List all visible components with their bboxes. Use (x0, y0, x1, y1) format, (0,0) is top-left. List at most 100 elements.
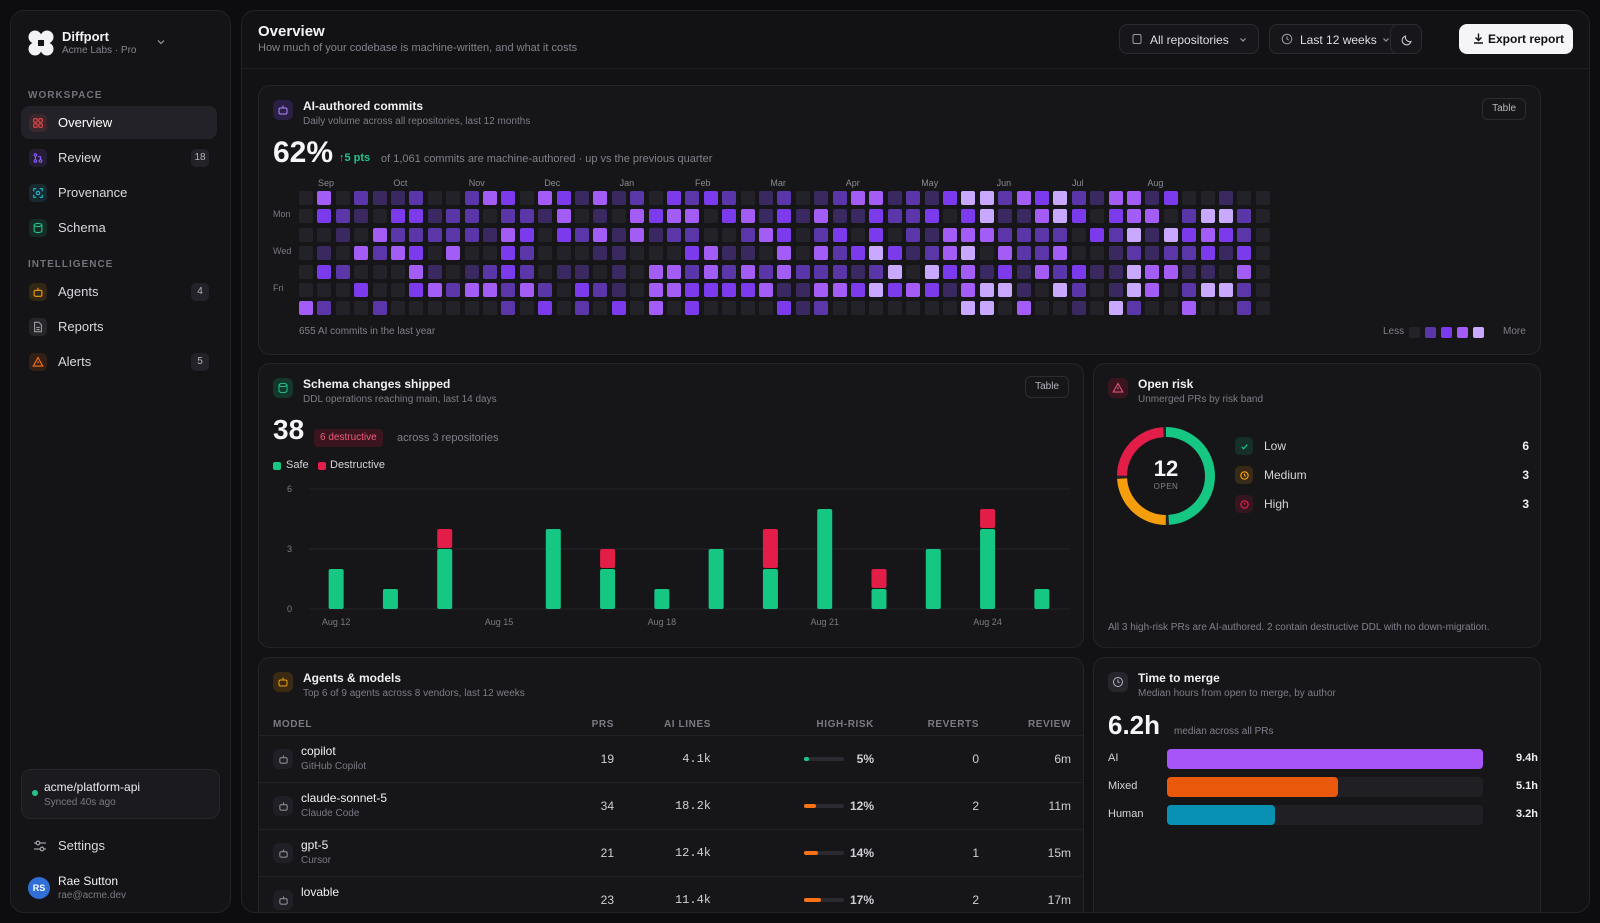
heatmap-cell[interactable] (1163, 227, 1178, 242)
heatmap-cell[interactable] (1053, 246, 1068, 261)
heatmap-cell[interactable] (299, 227, 313, 242)
heatmap-cell[interactable] (1053, 283, 1068, 297)
heatmap-cell[interactable] (961, 209, 976, 224)
heatmap-cell[interactable] (427, 301, 442, 316)
heatmap-cell[interactable] (943, 301, 957, 316)
heatmap-cell[interactable] (979, 264, 994, 279)
heatmap-cell[interactable] (869, 227, 884, 242)
heatmap-cell[interactable] (832, 301, 847, 316)
heatmap-cell[interactable] (1200, 283, 1215, 297)
column-header-review[interactable]: REVIEW (1027, 719, 1071, 730)
heatmap-cell[interactable] (354, 191, 369, 205)
heatmap-cell[interactable] (906, 283, 921, 297)
heatmap-cell[interactable] (409, 264, 424, 279)
heatmap-cell[interactable] (685, 246, 700, 261)
heatmap-cell[interactable] (593, 246, 608, 261)
heatmap-cell[interactable] (1200, 209, 1215, 224)
heatmap-cell[interactable] (391, 191, 405, 205)
heatmap-cell[interactable] (1016, 264, 1031, 279)
sidebar-item-overview[interactable]: Overview (21, 106, 217, 139)
heatmap-cell[interactable] (851, 246, 865, 261)
heatmap-cell[interactable] (1071, 264, 1086, 279)
heatmap-cell[interactable] (317, 301, 332, 316)
heatmap-cell[interactable] (1219, 301, 1233, 316)
heatmap-cell[interactable] (354, 301, 369, 316)
heatmap-cell[interactable] (409, 191, 424, 205)
heatmap-cell[interactable] (519, 301, 534, 316)
heatmap-cell[interactable] (869, 191, 884, 205)
heatmap-cell[interactable] (1219, 264, 1233, 279)
heatmap-cell[interactable] (722, 191, 737, 205)
heatmap-cell[interactable] (575, 191, 589, 205)
heatmap-cell[interactable] (427, 209, 442, 224)
heatmap-cell[interactable] (1016, 246, 1031, 261)
heatmap-cell[interactable] (1237, 301, 1252, 316)
heatmap-cell[interactable] (630, 283, 645, 297)
heatmap-cell[interactable] (1071, 227, 1086, 242)
table-row[interactable]: gpt-5 Cursor 21 12.4k 14% 1 15m (259, 829, 1083, 876)
heatmap-cell[interactable] (1035, 283, 1049, 297)
heatmap-cell[interactable] (924, 264, 939, 279)
heatmap-cell[interactable] (409, 283, 424, 297)
heatmap-cell[interactable] (1035, 191, 1049, 205)
heatmap-cell[interactable] (1219, 227, 1233, 242)
ttm-row-mixed[interactable]: Mixed 5.1h (1108, 777, 1538, 797)
heatmap-cell[interactable] (630, 227, 645, 242)
heatmap-cell[interactable] (759, 264, 773, 279)
bar-safe[interactable] (545, 529, 561, 609)
heatmap-cell[interactable] (851, 264, 865, 279)
heatmap-cell[interactable] (795, 301, 810, 316)
heatmap-cell[interactable] (961, 191, 976, 205)
heatmap-cell[interactable] (464, 191, 479, 205)
heatmap-cell[interactable] (1145, 264, 1160, 279)
heatmap-cell[interactable] (1127, 301, 1141, 316)
risk-band-medium[interactable]: Medium 3 (1235, 465, 1529, 485)
heatmap-cell[interactable] (409, 227, 424, 242)
heatmap-cell[interactable] (795, 283, 810, 297)
heatmap-cell[interactable] (777, 283, 792, 297)
heatmap-cell[interactable] (648, 283, 663, 297)
heatmap-cell[interactable] (648, 191, 663, 205)
heatmap-cell[interactable] (795, 246, 810, 261)
heatmap-cell[interactable] (464, 264, 479, 279)
heatmap-cell[interactable] (630, 264, 645, 279)
heatmap-cell[interactable] (1237, 283, 1252, 297)
column-header-ai-lines[interactable]: AI LINES (663, 719, 711, 730)
heatmap-cell[interactable] (1219, 209, 1233, 224)
heatmap-cell[interactable] (1200, 227, 1215, 242)
heatmap-cell[interactable] (740, 283, 755, 297)
heatmap-cell[interactable] (1200, 301, 1215, 316)
heatmap-cell[interactable] (354, 246, 369, 261)
risk-band-low[interactable]: Low 6 (1235, 436, 1529, 456)
heatmap-cell[interactable] (777, 246, 792, 261)
heatmap-cell[interactable] (906, 227, 921, 242)
heatmap-cell[interactable] (1163, 191, 1178, 205)
heatmap-cell[interactable] (335, 227, 350, 242)
column-header-model[interactable]: MODEL (273, 719, 313, 730)
heatmap-cell[interactable] (722, 283, 737, 297)
heatmap-cell[interactable] (832, 191, 847, 205)
heatmap-cell[interactable] (446, 191, 461, 205)
heatmap-cell[interactable] (501, 227, 516, 242)
heatmap-cell[interactable] (335, 264, 350, 279)
heatmap-cell[interactable] (703, 264, 718, 279)
heatmap-cell[interactable] (943, 246, 957, 261)
heatmap-cell[interactable] (317, 246, 332, 261)
heatmap-cell[interactable] (1071, 191, 1086, 205)
heatmap-cell[interactable] (1071, 209, 1086, 224)
heatmap-cell[interactable] (556, 301, 571, 316)
heatmap-cell[interactable] (611, 191, 626, 205)
heatmap-cell[interactable] (556, 283, 571, 297)
heatmap-cell[interactable] (611, 301, 626, 316)
heatmap-cell[interactable] (593, 264, 608, 279)
heatmap-cell[interactable] (446, 283, 461, 297)
heatmap-cell[interactable] (427, 283, 442, 297)
sidebar-item-schema[interactable]: Schema (21, 211, 217, 244)
heatmap-cell[interactable] (869, 209, 884, 224)
heatmap-cell[interactable] (1182, 246, 1197, 261)
heatmap-cell[interactable] (501, 191, 516, 205)
heatmap-cell[interactable] (998, 283, 1013, 297)
heatmap-cell[interactable] (1255, 264, 1270, 279)
heatmap-cell[interactable] (427, 227, 442, 242)
heatmap-cell[interactable] (427, 264, 442, 279)
